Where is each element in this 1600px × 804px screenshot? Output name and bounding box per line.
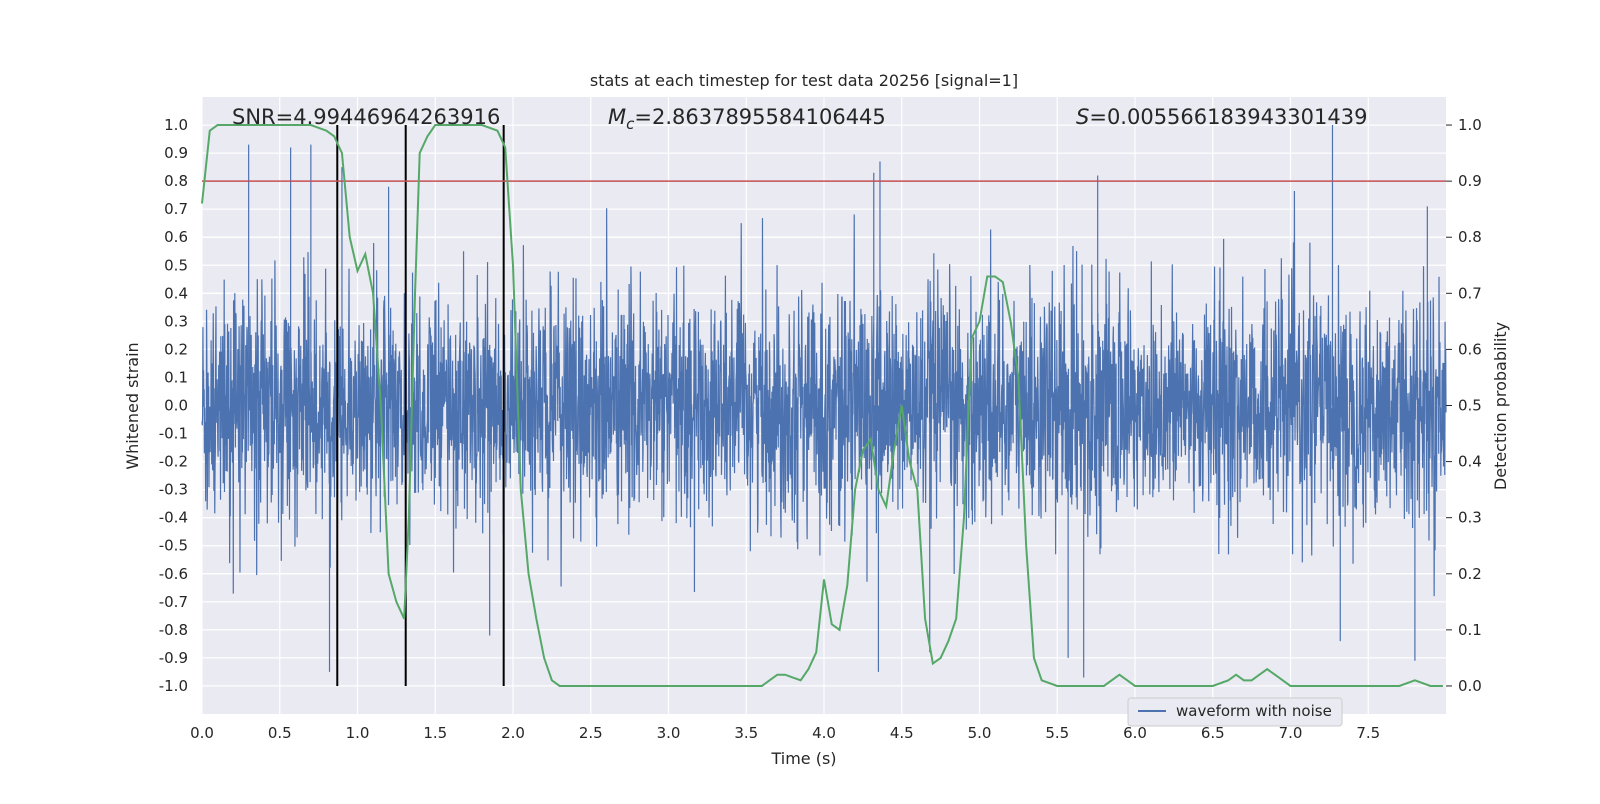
legend-entry-waveform: waveform with noise (1176, 702, 1332, 720)
x-tick-label: 6.0 (1123, 724, 1147, 742)
y-tick-label-right: 0.1 (1458, 621, 1482, 639)
y-tick-label-right: 0.2 (1458, 565, 1482, 583)
y-tick-label: 0.8 (164, 172, 188, 190)
y-tick-label-right: 0.7 (1458, 284, 1482, 302)
y-tick-label: -1.0 (159, 677, 188, 695)
y-tick-label: 0.2 (164, 340, 188, 358)
y-tick-label-right: 0.3 (1458, 509, 1482, 527)
y-tick-label-right: 0.4 (1458, 453, 1482, 471)
y-tick-label-right: 0.8 (1458, 228, 1482, 246)
y-axis-label-right: Detection probability (1491, 322, 1510, 490)
x-tick-label: 0.0 (190, 724, 214, 742)
x-tick-label: 1.5 (423, 724, 447, 742)
y-tick-label: 0.9 (164, 144, 188, 162)
s-symbol: S (1076, 105, 1089, 129)
chart-title: stats at each timestep for test data 202… (590, 71, 1018, 90)
x-tick-label: 0.5 (268, 724, 292, 742)
y-tick-label: -0.9 (159, 649, 188, 667)
x-axis-label: Time (s) (770, 749, 836, 768)
y-tick-label: -0.8 (159, 621, 188, 639)
y-axis-label: Whitened strain (123, 342, 142, 469)
y-tick-label: 0.0 (164, 397, 188, 415)
mc-annotation: Mc=2.8637895584106445 (608, 105, 886, 133)
y-tick-label: -0.4 (159, 509, 188, 527)
s-annotation: S=0.005566183943301439 (1076, 105, 1367, 129)
x-tick-label: 4.0 (812, 724, 836, 742)
x-tick-label: 7.5 (1356, 724, 1380, 742)
y-tick-label: -0.7 (159, 593, 188, 611)
waveform-series (201, 125, 1447, 678)
x-tick-label: 4.5 (890, 724, 914, 742)
y-axis-ticks-left: -1.0 -0.9 -0.8 -0.7 -0.6 -0.5 -0.4 -0.3 -0.2 -0.1… (159, 116, 188, 695)
y-tick-label: 0.4 (164, 284, 188, 302)
y-tick-label: -0.5 (159, 537, 188, 555)
y-tick-label: -0.6 (159, 565, 188, 583)
waveform-trace (201, 125, 1447, 678)
x-tick-label: 2.5 (579, 724, 603, 742)
probability-series (201, 124, 1443, 687)
y-tick-label-right: 0.0 (1458, 677, 1482, 695)
legend-box (1127, 697, 1343, 727)
x-tick-label: 5.0 (968, 724, 992, 742)
mc-symbol: M (608, 105, 626, 129)
x-tick-label: 1.0 (346, 724, 370, 742)
x-axis-ticks: 0.0 0.5 1.0 1.5 2.0 2.5 3.0 3.5 4.0 4.5 5.0 5.5 6.0 6… (190, 724, 1380, 742)
x-tick-label: 2.0 (501, 724, 525, 742)
y-tick-label: -0.1 (159, 425, 188, 443)
x-tick-label: 7.0 (1279, 724, 1303, 742)
y-tick-label: -0.2 (159, 453, 188, 471)
y-tick-label-right: 0.6 (1458, 340, 1482, 358)
x-tick-label: 6.5 (1201, 724, 1225, 742)
snr-annotation: SNR=4.99446964263916 (232, 105, 500, 129)
y-tick-label-right: 1.0 (1458, 116, 1482, 134)
y-tick-label: 1.0 (164, 116, 188, 134)
y-tick-label: -0.3 (159, 481, 188, 499)
legend: waveform with noise (1127, 697, 1343, 727)
y-axis-ticks-right: 0.0 0.1 0.2 0.3 0.4 0.5 0.6 0.7 0.8 0.9 1.0 (1446, 116, 1482, 695)
x-tick-label: 3.0 (657, 724, 681, 742)
y-tick-label: 0.3 (164, 312, 188, 330)
x-tick-label: 3.5 (734, 724, 758, 742)
y-tick-label: 0.1 (164, 368, 188, 386)
mc-subscript: c (626, 115, 635, 133)
y-tick-label-right: 0.9 (1458, 172, 1482, 190)
y-tick-label: 0.5 (164, 256, 188, 274)
x-tick-label: 5.5 (1045, 724, 1069, 742)
y-tick-label: 0.7 (164, 200, 188, 218)
y-tick-label: 0.6 (164, 228, 188, 246)
mc-value: =2.8637895584106445 (634, 105, 885, 129)
s-value: =0.005566183943301439 (1089, 105, 1367, 129)
y-tick-label-right: 0.5 (1458, 397, 1482, 415)
